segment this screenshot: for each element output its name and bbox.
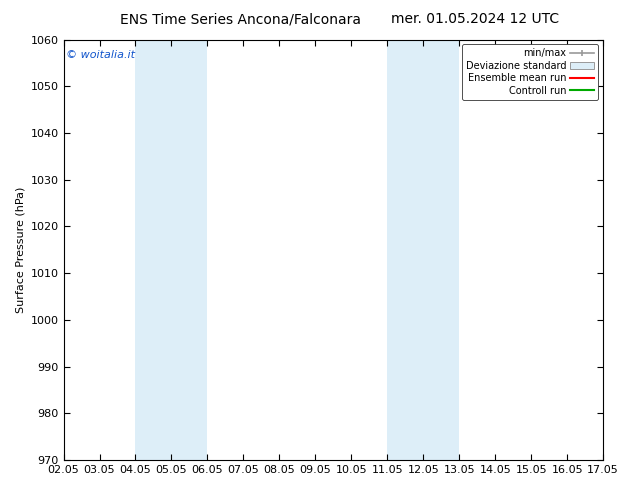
Text: © woitalia.it: © woitalia.it [66, 50, 135, 60]
Text: ENS Time Series Ancona/Falconara: ENS Time Series Ancona/Falconara [120, 12, 361, 26]
Text: mer. 01.05.2024 12 UTC: mer. 01.05.2024 12 UTC [391, 12, 560, 26]
Bar [387, 40, 459, 460]
Bar [136, 40, 207, 460]
Legend: min/max, Deviazione standard, Ensemble mean run, Controll run: min/max, Deviazione standard, Ensemble m… [462, 45, 598, 99]
Y-axis label: Surface Pressure (hPa): Surface Pressure (hPa) [15, 187, 25, 313]
